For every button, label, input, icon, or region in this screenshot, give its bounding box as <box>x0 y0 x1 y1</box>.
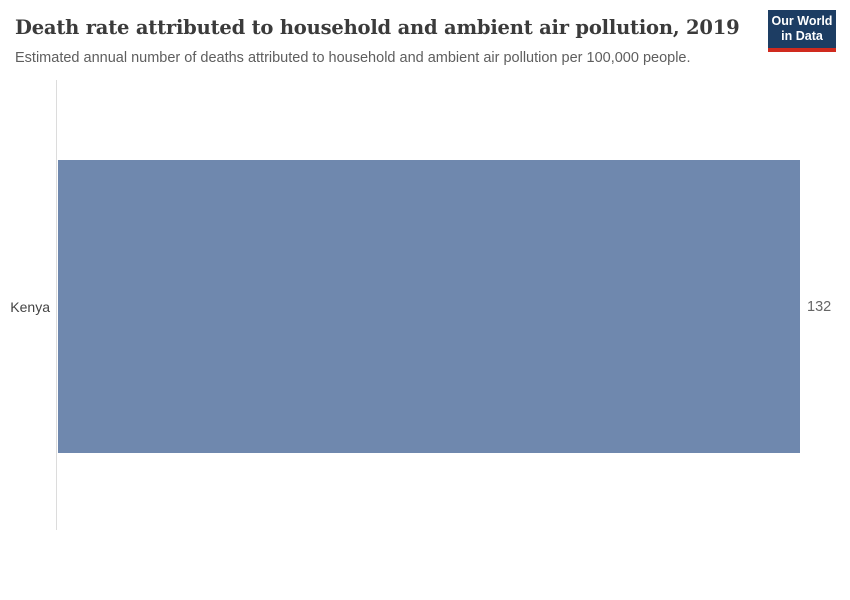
chart-subtitle: Estimated annual number of deaths attrib… <box>15 50 691 66</box>
owid-logo-line1: Our World <box>771 14 833 28</box>
owid-logo[interactable]: Our World in Data <box>768 10 836 52</box>
bar-kenya[interactable] <box>58 160 800 453</box>
chart-title: Death rate attributed to household and a… <box>15 16 740 39</box>
y-axis-line <box>56 80 57 530</box>
category-label-kenya: Kenya <box>10 299 50 315</box>
value-label-kenya: 132 <box>807 299 832 315</box>
owid-logo-line2: in Data <box>781 29 823 43</box>
